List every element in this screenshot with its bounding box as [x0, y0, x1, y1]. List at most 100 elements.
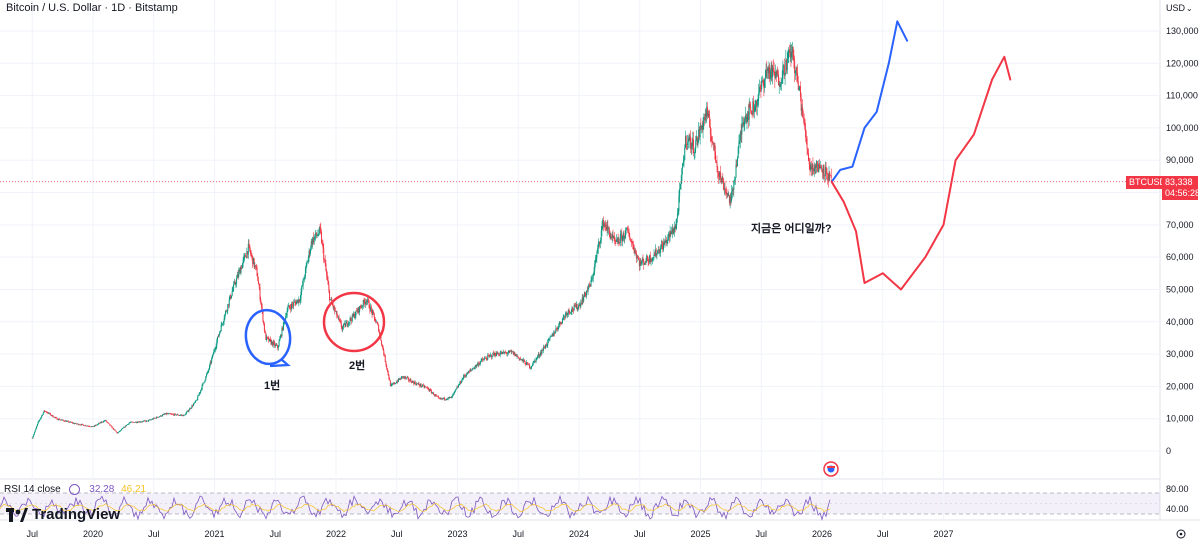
candle-body — [249, 244, 251, 251]
candle-body — [770, 64, 772, 72]
candle-body — [205, 376, 207, 380]
candle-body — [447, 397, 449, 399]
candle-body — [756, 100, 758, 107]
candle-body — [225, 310, 227, 312]
candle-body — [253, 258, 255, 267]
candle-body — [101, 421, 103, 423]
candle-body — [195, 400, 197, 402]
candle-body — [102, 421, 104, 423]
candle-body — [723, 187, 725, 190]
candle-body — [249, 250, 251, 254]
candle-body — [608, 228, 610, 234]
candle-body — [115, 431, 117, 433]
candle-body — [258, 280, 260, 285]
event-flag-icon[interactable] — [823, 461, 839, 477]
tradingview-logo[interactable]: TradingView — [6, 506, 120, 523]
candle-body — [572, 309, 574, 311]
candle-body — [503, 351, 505, 354]
candle-body — [472, 368, 474, 370]
candle-body — [104, 420, 106, 421]
circle-2-annotation — [322, 291, 386, 353]
candle-body — [96, 424, 98, 426]
candle-body — [165, 413, 167, 415]
candle-body — [229, 295, 231, 300]
candle-body — [39, 418, 41, 420]
candle-body — [241, 267, 243, 269]
candle-body — [523, 359, 525, 362]
candle-body — [426, 387, 428, 388]
candle-body — [829, 172, 831, 176]
candle-body — [60, 419, 62, 421]
candle-body — [414, 381, 416, 384]
candle-body — [488, 355, 490, 357]
x-tick-label: Jul — [148, 529, 160, 539]
candle-body — [112, 428, 114, 429]
candle-body — [111, 426, 113, 429]
candle-body — [356, 310, 358, 312]
candle-body — [806, 138, 808, 149]
candle-body — [507, 352, 509, 354]
candle-body — [187, 410, 189, 412]
candle-body — [239, 269, 241, 274]
candle-body — [739, 140, 741, 142]
candle-body — [455, 388, 457, 390]
candle-body — [168, 413, 170, 414]
candle-body — [764, 79, 766, 88]
candle-body — [499, 353, 501, 356]
currency-dropdown-icon[interactable]: ⌄ — [1186, 4, 1193, 13]
candle-body — [46, 412, 48, 413]
candle-body — [496, 352, 498, 355]
candle-body — [34, 429, 36, 433]
candle-body — [77, 423, 79, 425]
candle-body — [585, 294, 587, 296]
settings-gear-icon[interactable] — [1176, 529, 1186, 539]
candle-body — [534, 360, 536, 362]
candle-body — [495, 355, 497, 357]
candle-body — [824, 167, 826, 176]
candle-body — [642, 259, 644, 261]
candle-body — [399, 378, 401, 380]
candle-body — [280, 335, 282, 336]
candle-body — [597, 248, 599, 253]
candle-body — [189, 408, 191, 409]
candle-body — [712, 141, 714, 144]
rsi-value: 32.28 — [89, 484, 115, 496]
candle-body — [699, 126, 701, 138]
candle-body — [359, 306, 361, 313]
candle-body — [307, 261, 309, 263]
candle-body — [252, 258, 254, 265]
candle-body — [576, 303, 578, 310]
candle-body — [827, 179, 829, 181]
candle-body — [756, 100, 758, 107]
candle-body — [554, 331, 556, 334]
candle-body — [678, 195, 680, 212]
candle-body — [810, 166, 812, 170]
candle-body — [224, 314, 226, 319]
candle-body — [816, 161, 818, 171]
candle-body — [452, 395, 454, 396]
candle-body — [538, 354, 540, 357]
candle-body — [273, 341, 275, 343]
candle-body — [789, 51, 791, 53]
candle-body — [547, 340, 549, 345]
candle-body — [311, 241, 313, 245]
candle-body — [799, 86, 801, 98]
candle-body — [561, 318, 563, 324]
candle-body — [529, 364, 531, 368]
rsi-ma-line — [0, 503, 831, 513]
candle-body — [675, 225, 677, 229]
rsi-settings-icon[interactable] — [69, 484, 81, 495]
candle-body — [78, 424, 80, 426]
candle-body — [131, 421, 133, 423]
candle-body — [717, 167, 719, 173]
candle-body — [535, 358, 537, 362]
candle-body — [493, 352, 495, 355]
candle-body — [340, 322, 342, 328]
candle-body — [161, 415, 163, 417]
candle-body — [433, 392, 435, 395]
candle-body — [617, 238, 619, 243]
candle-body — [474, 365, 476, 368]
candle-body — [156, 416, 158, 418]
candle-body — [293, 301, 295, 303]
